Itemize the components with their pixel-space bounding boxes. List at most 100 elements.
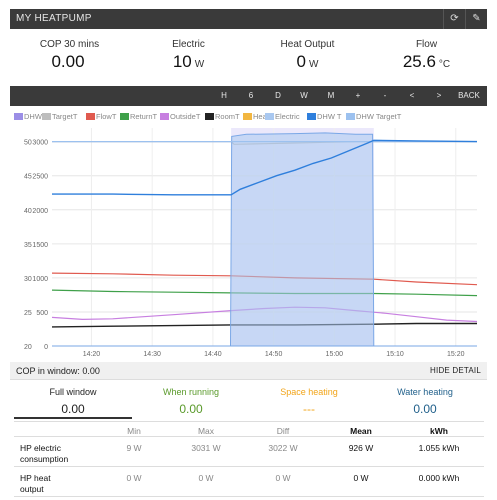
y-left-tick-label: 40: [24, 208, 32, 215]
legend-swatch: [346, 113, 355, 120]
x-tick-label: 14:40: [204, 351, 222, 358]
legend-label: ReturnT: [130, 112, 158, 121]
y-left-tick-label: 20: [24, 344, 32, 351]
row-label-line: HP electric: [20, 443, 61, 453]
zoom-out-button[interactable]: -: [383, 91, 387, 100]
mode-value: 0.00: [61, 402, 85, 416]
cop-mode-tab[interactable]: Space heating ---: [250, 383, 368, 419]
y-left-tick-label: 50: [24, 140, 32, 147]
nav-6h-button[interactable]: 6: [248, 91, 254, 100]
nav-hour-button[interactable]: H: [221, 91, 227, 100]
nav-day-button[interactable]: D: [275, 91, 281, 100]
y-right-tick-label: 1000: [32, 276, 48, 283]
nav-week-button[interactable]: W: [300, 91, 308, 100]
legend-item[interactable]: FlowT: [86, 112, 116, 121]
y-left-tick-label: 30: [24, 276, 32, 283]
mode-value: 0.00: [413, 402, 437, 416]
legend-label: OutsideT: [170, 112, 201, 121]
y-right-tick-label: 3000: [32, 140, 48, 147]
table-header-cell: Min: [127, 426, 141, 436]
edit-icon[interactable]: ✎: [465, 9, 487, 29]
chart-nav-toolbar: H 6 D W M + - < > BACK: [10, 86, 487, 106]
table-header-cell: Mean: [350, 426, 372, 436]
table-row-label: HP heat output: [20, 473, 51, 495]
legend-swatch: [86, 113, 95, 120]
legend-label: DHW T: [317, 112, 342, 121]
legend-item[interactable]: ReturnT: [120, 112, 157, 121]
row-label-line: HP heat: [20, 473, 51, 483]
cop-mode-tab[interactable]: Full window 0.00: [14, 383, 132, 419]
zoom-in-button[interactable]: +: [355, 91, 361, 100]
mode-label: When running: [162, 387, 220, 397]
mode-value: 0.00: [179, 402, 203, 416]
table-row: HP electric consumption 9 W 3031 W 3022 W 926…: [14, 437, 484, 467]
legend-swatch: [205, 113, 214, 120]
app-title: MY HEATPUMP: [16, 13, 92, 24]
stat-cop: COP 30 mins 0.00: [10, 29, 129, 72]
table-header-row: Min Max Diff Mean kWh: [14, 421, 484, 437]
series-electric-area: [52, 132, 477, 347]
nav-month-button[interactable]: M: [327, 91, 335, 100]
cop-mode-tab[interactable]: When running 0.00: [132, 383, 250, 419]
stat-value: 0: [296, 52, 306, 71]
y-right-tick-label: 500: [36, 310, 48, 317]
legend-swatch: [120, 113, 129, 120]
mode-label: Full window: [49, 387, 97, 397]
table-row-label: HP electric consumption: [20, 443, 68, 465]
y-right-tick-label: 2500: [32, 174, 48, 181]
legend-swatch: [160, 113, 169, 120]
x-tick-label: 14:20: [83, 351, 101, 358]
cop-window-label: COP in window: 0.00: [16, 366, 100, 376]
y-left-tick-label: 35: [24, 242, 32, 249]
legend-swatch: [307, 113, 316, 120]
pan-left-button[interactable]: <: [409, 91, 415, 100]
refresh-icon[interactable]: ⟳: [443, 9, 465, 29]
x-tick-label: 15:20: [447, 351, 465, 358]
stat-unit: W: [194, 59, 205, 70]
legend-label: DHW TargetT: [356, 112, 402, 121]
legend-swatch: [42, 113, 51, 120]
back-button[interactable]: BACK: [458, 91, 480, 100]
x-tick-label: 14:50: [265, 351, 283, 358]
legend-item[interactable]: DHW T: [307, 112, 341, 121]
legend-label: DHW: [24, 112, 42, 121]
legend-item[interactable]: Electric: [265, 112, 300, 121]
pan-right-button[interactable]: >: [436, 91, 442, 100]
table-cell: 0 W: [353, 473, 369, 483]
hide-detail-button[interactable]: HIDE DETAIL: [430, 366, 481, 375]
legend-item[interactable]: RoomT: [205, 112, 240, 121]
table-row: HP heat output 0 W 0 W 0 W 0 W 0.000 kWh: [14, 467, 484, 497]
app-titlebar: MY HEATPUMP ⟳ ✎: [10, 9, 487, 29]
stat-unit: °C: [438, 59, 451, 70]
table-cell: 9 W: [126, 443, 142, 453]
table-header-cell: Max: [197, 426, 215, 436]
row-label-line: consumption: [20, 454, 69, 464]
cop-window-bar: COP in window: 0.00 HIDE DETAIL: [10, 362, 487, 380]
table-header-cell: Diff: [276, 426, 290, 436]
y-left-tick-label: 25: [24, 310, 32, 317]
table-cell: 3022 W: [268, 443, 298, 453]
stat-flow: Flow 25.6 °C: [367, 29, 486, 72]
legend-item[interactable]: DHW TargetT: [346, 112, 401, 121]
legend-item[interactable]: TargetT: [42, 112, 77, 121]
stat-value: 0.00: [51, 52, 85, 71]
y-right-tick-label: 0: [44, 344, 48, 351]
legend-item[interactable]: Heat: [243, 112, 269, 121]
table-cell: 1.055 kWh: [418, 443, 460, 453]
heatpump-chart: 20 0 25 500 30 1000 35 1500 40 2000 45 2500 50 3000 14…: [10, 125, 487, 359]
legend-swatch: [14, 113, 23, 120]
cop-mode-tab[interactable]: Water heating 0.00: [366, 383, 484, 419]
legend-item[interactable]: DHW: [14, 112, 42, 121]
legend-item[interactable]: OutsideT: [160, 112, 200, 121]
legend-swatch: [265, 113, 274, 120]
legend-swatch: [243, 113, 252, 120]
mode-label: Space heating: [280, 387, 338, 397]
stat-value: 10: [172, 52, 192, 71]
stat-label: Flow: [415, 39, 438, 50]
row-label-line: output: [20, 484, 44, 494]
table-cell: 926 W: [348, 443, 374, 453]
mode-value: ---: [303, 402, 315, 416]
table-cell: 0.000 kWh: [418, 473, 460, 483]
legend-label: RoomT: [215, 112, 240, 121]
